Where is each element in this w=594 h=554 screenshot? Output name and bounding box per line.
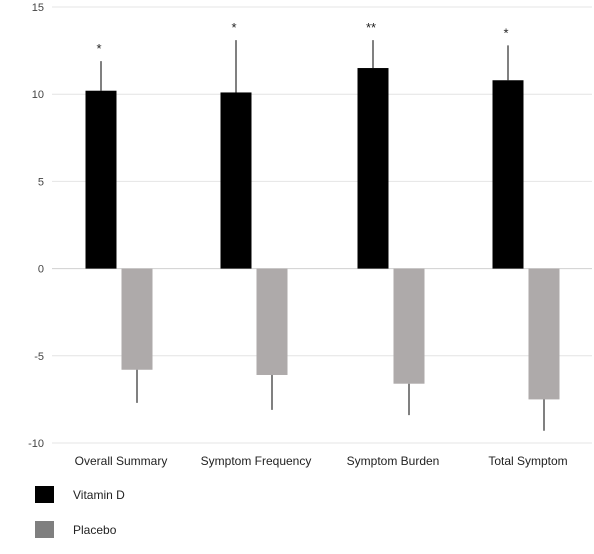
y-tick-label: 5 xyxy=(38,176,44,188)
bars xyxy=(85,68,560,400)
significance-marker: * xyxy=(503,25,508,40)
bar-placebo xyxy=(256,268,288,375)
legend: Vitamin D Placebo xyxy=(35,484,125,554)
legend-swatch-placebo xyxy=(35,521,54,538)
significance-markers: ** ** * xyxy=(96,20,508,56)
bar-vitamin-d xyxy=(492,80,524,269)
significance-marker: * xyxy=(96,41,101,56)
y-tick-label: 0 xyxy=(38,264,44,276)
y-tick-label: 15 xyxy=(32,2,44,14)
y-tick-label: -5 xyxy=(34,351,44,363)
significance-marker: ** xyxy=(366,20,376,35)
legend-item-placebo: Placebo xyxy=(35,519,125,540)
bar-vitamin-d xyxy=(357,68,389,269)
legend-label-vitamin-d: Vitamin D xyxy=(73,487,125,502)
x-axis-labels: Overall Summary Symptom Frequency Symptom … xyxy=(75,454,568,468)
y-tick-label: 10 xyxy=(32,89,44,101)
x-category-label: Overall Summary xyxy=(75,454,168,468)
x-category-label: Symptom Frequency xyxy=(201,454,312,468)
error-bars xyxy=(100,40,545,431)
bar-placebo xyxy=(393,268,425,384)
legend-item-vitamin-d: Vitamin D xyxy=(35,484,125,505)
bar-placebo xyxy=(528,268,560,400)
legend-swatch-vitamin-d xyxy=(35,486,54,503)
y-tick-label: -10 xyxy=(28,438,44,450)
x-category-label: Total Symptom xyxy=(488,454,567,468)
bar-vitamin-d xyxy=(220,92,252,269)
x-category-label: Symptom Burden xyxy=(347,454,440,468)
significance-marker: * xyxy=(231,20,236,35)
y-axis-ticks: -10 -5 0 5 10 15 xyxy=(28,2,44,450)
bar-vitamin-d xyxy=(85,90,117,269)
bar-placebo xyxy=(121,268,153,370)
legend-label-placebo: Placebo xyxy=(73,522,117,537)
